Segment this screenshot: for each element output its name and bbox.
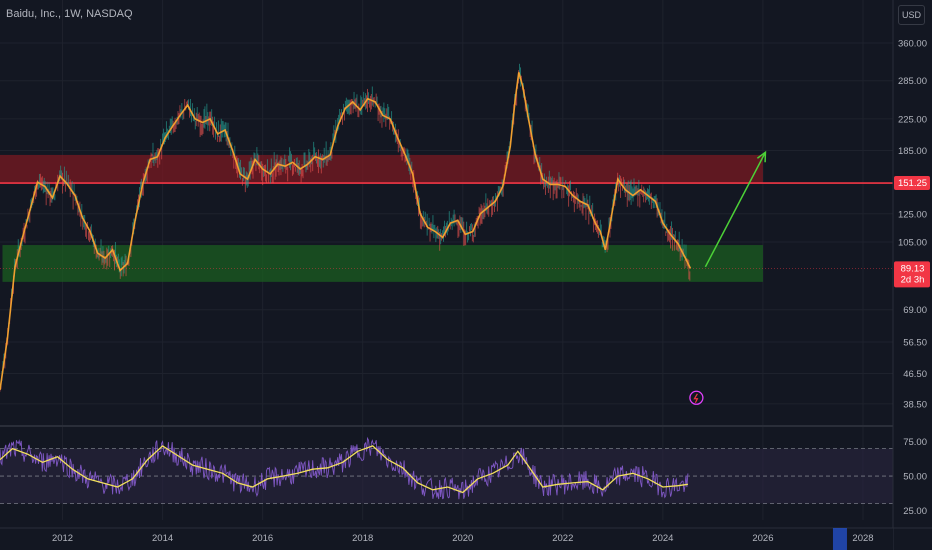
y-tick-label: 225.00: [898, 114, 927, 125]
y-tick-label: 285.00: [898, 76, 927, 87]
lightning-icon: [693, 393, 699, 404]
y-tick-label: 56.50: [903, 338, 927, 349]
trend-arrow[interactable]: [704, 151, 767, 268]
last-price-tag-bg: [894, 261, 930, 288]
x-tick-label: 2016: [252, 533, 273, 544]
arrow-head: [756, 150, 767, 163]
y-tick-label: 360.00: [898, 39, 927, 50]
y-tick-label: 38.50: [903, 399, 927, 410]
x-tick-label: 2020: [452, 533, 473, 544]
rsi-tick-label: 25.00: [903, 506, 927, 517]
x-tick-label: 2028: [852, 533, 873, 544]
x-tick-label: 2014: [152, 533, 173, 544]
grid: [0, 0, 893, 520]
rsi-tick-label: 75.00: [903, 437, 927, 448]
symbol-title[interactable]: Baidu, Inc., 1W, NASDAQ: [6, 8, 133, 20]
resistance-zone[interactable]: [0, 154, 763, 184]
y-tick-label: 69.00: [903, 305, 927, 316]
x-tick-label: 2024: [652, 533, 673, 544]
time-range-highlight: [832, 528, 847, 550]
last-price-tag-text: 2d 3h: [901, 274, 925, 285]
line-price-tag-text: 151.25: [898, 178, 927, 189]
x-tick-label: 2018: [352, 533, 373, 544]
y-tick-label: 185.00: [898, 146, 927, 157]
price-ma-line: [0, 72, 692, 391]
rsi-tick-label: 50.00: [903, 472, 927, 483]
price-axis[interactable]: 360.00 285.00 225.00 185.00 125.00 105.00 69.0…: [892, 0, 932, 550]
time-axis[interactable]: 2012 2014 2016 2018 2020 2022 2024 2026 2028: [0, 527, 932, 550]
line-price-tag-bg: [894, 176, 930, 191]
line-price-tag: 151.25: [894, 176, 930, 191]
currency-button[interactable]: USD: [898, 5, 925, 25]
x-tick-label: 2026: [752, 533, 773, 544]
x-tick-label: 2012: [52, 533, 73, 544]
event-circle: [689, 390, 704, 405]
y-tick-label: 105.00: [898, 237, 927, 248]
rsi-ma-line: [0, 445, 688, 494]
y-tick-label: 46.50: [903, 369, 927, 380]
time-axis-bg: [0, 528, 893, 550]
earnings-event-icon[interactable]: [689, 390, 704, 405]
y-tick-label: 125.00: [898, 209, 927, 220]
last-price-tag-text: 89.13: [901, 263, 925, 274]
x-tick-label: 2022: [552, 533, 573, 544]
